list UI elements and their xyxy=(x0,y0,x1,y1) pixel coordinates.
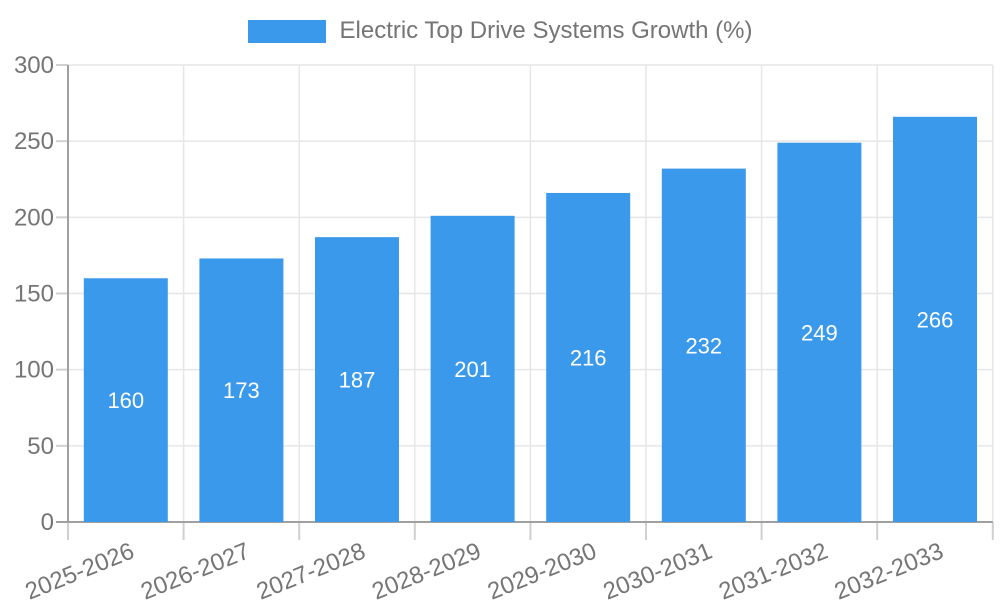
bar xyxy=(430,215,515,522)
bar-value-label: 187 xyxy=(339,368,376,393)
y-tick-label: 100 xyxy=(14,357,54,384)
x-tick-label: 2032-2033 xyxy=(831,538,948,600)
y-tick-label: 300 xyxy=(14,52,54,79)
bar-value-label: 232 xyxy=(685,333,722,358)
bar xyxy=(893,116,977,522)
x-tick-label: 2028-2029 xyxy=(368,538,485,600)
bar xyxy=(83,278,168,522)
bar-value-label: 266 xyxy=(917,307,954,332)
y-tick-label: 200 xyxy=(14,204,54,231)
bar-value-label: 216 xyxy=(570,345,607,370)
x-tick-label: 2030-2031 xyxy=(600,538,717,600)
legend-swatch xyxy=(247,19,326,43)
x-tick-label: 2031-2032 xyxy=(715,538,832,600)
y-tick-label: 0 xyxy=(41,509,54,536)
bar-value-label: 249 xyxy=(801,320,838,345)
y-tick-label: 250 xyxy=(14,128,54,155)
bar-value-label: 201 xyxy=(454,357,491,382)
bar xyxy=(199,258,284,522)
bar-value-label: 173 xyxy=(223,378,260,403)
bar xyxy=(661,168,746,522)
x-tick-label: 2026-2027 xyxy=(137,538,254,600)
legend-label: Electric Top Drive Systems Growth (%) xyxy=(339,17,753,44)
bar xyxy=(546,192,631,522)
bar xyxy=(777,142,862,522)
y-tick-label: 150 xyxy=(14,281,54,308)
x-tick-label: 2025-2026 xyxy=(22,538,139,600)
x-tick-label: 2029-2030 xyxy=(484,538,601,600)
bar xyxy=(315,237,399,523)
bar-value-label: 160 xyxy=(107,388,144,413)
x-tick-label: 2027-2028 xyxy=(253,538,370,600)
y-tick-label: 50 xyxy=(27,433,54,460)
legend[interactable]: Electric Top Drive Systems Growth (%) xyxy=(0,17,1000,45)
